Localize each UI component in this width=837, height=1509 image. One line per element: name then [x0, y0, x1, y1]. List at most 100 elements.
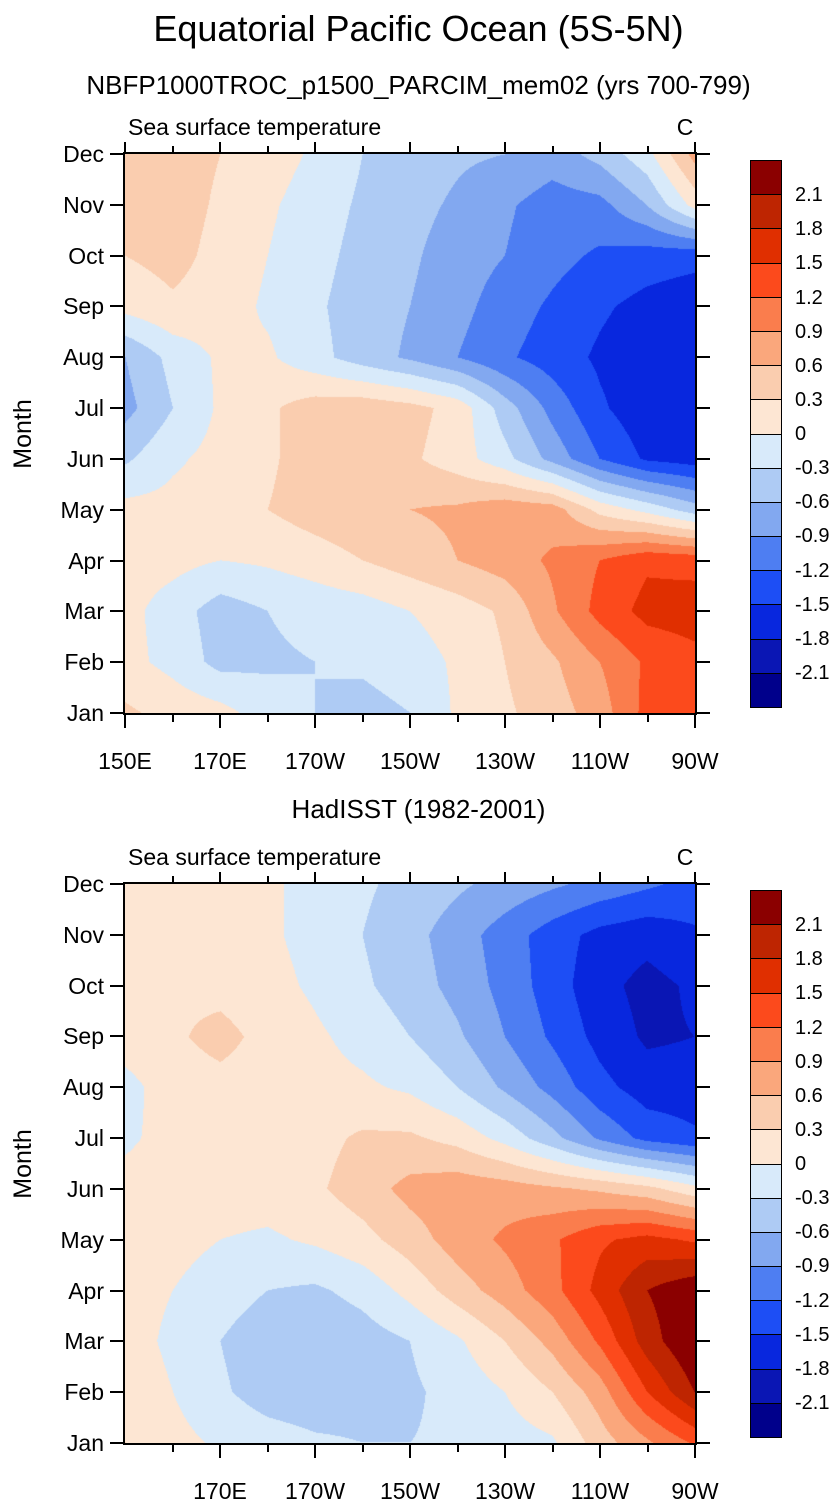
- month-tick-label: Jan: [66, 1430, 104, 1456]
- month-tick-left: [110, 153, 123, 155]
- panel1-y-axis-title: Month: [9, 399, 37, 469]
- lon-major-tick-bottom: [314, 1445, 316, 1458]
- month-tick-left: [110, 610, 123, 612]
- lon-major-tick-bottom: [219, 1445, 221, 1458]
- lon-major-tick-bottom: [599, 1445, 601, 1458]
- month-tick-label: Jul: [74, 395, 104, 422]
- colorbar-label: 2.1: [795, 184, 823, 207]
- colorbar-cell: [751, 331, 781, 367]
- month-tick-label: Apr: [68, 547, 104, 574]
- month-tick-left: [110, 1391, 123, 1393]
- x-tick-label: 170E: [193, 1478, 247, 1504]
- month-tick-right: [697, 712, 710, 714]
- colorbar-cell: [751, 1027, 781, 1062]
- x-tick-label: 110W: [570, 748, 630, 774]
- lon-minor-tick-bottom: [457, 715, 459, 722]
- colorbar-label: -0.3: [795, 457, 830, 480]
- colorbar-label: 0.6: [795, 354, 823, 377]
- x-tick-label: 90W: [671, 1478, 719, 1504]
- colorbar-label: 2.1: [795, 914, 823, 937]
- month-tick-right: [697, 1391, 710, 1393]
- colorbar-cell: [751, 1369, 781, 1404]
- colorbar-cell: [751, 468, 781, 503]
- colorbar-label: 0.9: [795, 320, 823, 343]
- month-tick-right: [697, 1442, 710, 1444]
- month-tick-right: [697, 661, 710, 663]
- month-tick-left: [110, 356, 123, 358]
- x-tick-label: 130W: [474, 748, 536, 774]
- colorbar-label: 0: [795, 423, 807, 445]
- month-tick-left: [110, 934, 123, 936]
- month-tick-left: [110, 1035, 123, 1037]
- month-tick-left: [110, 305, 123, 307]
- lon-major-tick-bottom: [504, 715, 506, 728]
- panel1-contour-canvas: [125, 154, 695, 713]
- lon-major-tick-top: [504, 142, 506, 152]
- colorbar-cell: [751, 537, 781, 572]
- lon-minor-tick-bottom: [362, 715, 364, 722]
- lon-major-tick-top: [694, 872, 696, 882]
- colorbar-cell: [751, 925, 781, 960]
- x-tick-label: 150W: [379, 1478, 441, 1504]
- lon-minor-tick-top: [362, 876, 364, 882]
- colorbar-cell: [751, 400, 781, 435]
- lon-major-tick-top: [599, 142, 601, 152]
- colorbar-label: -1.8: [795, 1357, 830, 1380]
- colorbar-label: 1.5: [795, 252, 823, 275]
- colorbar-cell: [751, 959, 781, 994]
- month-tick-label: Feb: [64, 1379, 104, 1406]
- month-tick-label: Nov: [63, 191, 104, 218]
- panel2-y-axis-title: Month: [9, 1129, 37, 1199]
- colorbar-label: -1.5: [795, 1323, 830, 1346]
- colorbar-label: 1.8: [795, 218, 823, 241]
- lon-minor-tick-bottom: [552, 1445, 554, 1452]
- month-tick-right: [697, 560, 710, 562]
- colorbar-cell: [751, 1061, 781, 1097]
- colorbar-label: -2.1: [795, 661, 830, 684]
- month-tick-left: [110, 1239, 123, 1241]
- colorbar-label: -1.2: [795, 1289, 830, 1312]
- lon-minor-tick-top: [172, 146, 174, 152]
- lon-major-tick-top: [219, 872, 221, 882]
- panel2-colorbar: [750, 890, 782, 1438]
- month-tick-left: [110, 1188, 123, 1190]
- colorbar-label: -1.8: [795, 627, 830, 650]
- colorbar-cell: [751, 1267, 781, 1302]
- month-tick-label: Dec: [63, 871, 104, 897]
- month-tick-label: Nov: [63, 921, 104, 948]
- lon-minor-tick-bottom: [647, 715, 649, 722]
- lon-major-tick-top: [599, 872, 601, 882]
- colorbar-label: 0.6: [795, 1084, 823, 1107]
- month-tick-label: May: [60, 1226, 104, 1253]
- colorbar-label: -0.9: [795, 525, 830, 548]
- colorbar-cell: [751, 1335, 781, 1370]
- month-tick-label: Oct: [68, 242, 104, 269]
- colorbar-label: -0.6: [795, 1221, 830, 1244]
- colorbar-label: 1.8: [795, 948, 823, 971]
- month-tick-right: [697, 204, 710, 206]
- panel2-subtitle: HadISST (1982-2001): [291, 794, 546, 824]
- x-tick-label: 170W: [284, 1478, 346, 1504]
- colorbar-cell: [751, 195, 781, 230]
- colorbar-cell: [751, 1301, 781, 1336]
- month-tick-label: Jul: [74, 1125, 104, 1152]
- month-tick-right: [697, 1290, 710, 1292]
- month-tick-left: [110, 204, 123, 206]
- lon-minor-tick-bottom: [172, 715, 174, 722]
- colorbar-cell: [751, 263, 781, 298]
- lon-minor-tick-bottom: [552, 715, 554, 722]
- lon-major-tick-bottom: [599, 715, 601, 728]
- colorbar-cell: [751, 297, 781, 332]
- colorbar-label: -1.5: [795, 593, 830, 616]
- lon-major-tick-bottom: [219, 715, 221, 728]
- lon-minor-tick-bottom: [172, 1445, 174, 1452]
- lon-major-tick-top: [409, 872, 411, 882]
- colorbar-cell: [751, 229, 781, 264]
- month-tick-left: [110, 407, 123, 409]
- lon-minor-tick-top: [267, 876, 269, 882]
- x-tick-label: 90W: [671, 748, 719, 774]
- lon-major-tick-bottom: [124, 715, 126, 728]
- month-tick-label: Apr: [68, 1277, 104, 1304]
- colorbar-cell: [751, 1096, 781, 1131]
- month-tick-right: [697, 610, 710, 612]
